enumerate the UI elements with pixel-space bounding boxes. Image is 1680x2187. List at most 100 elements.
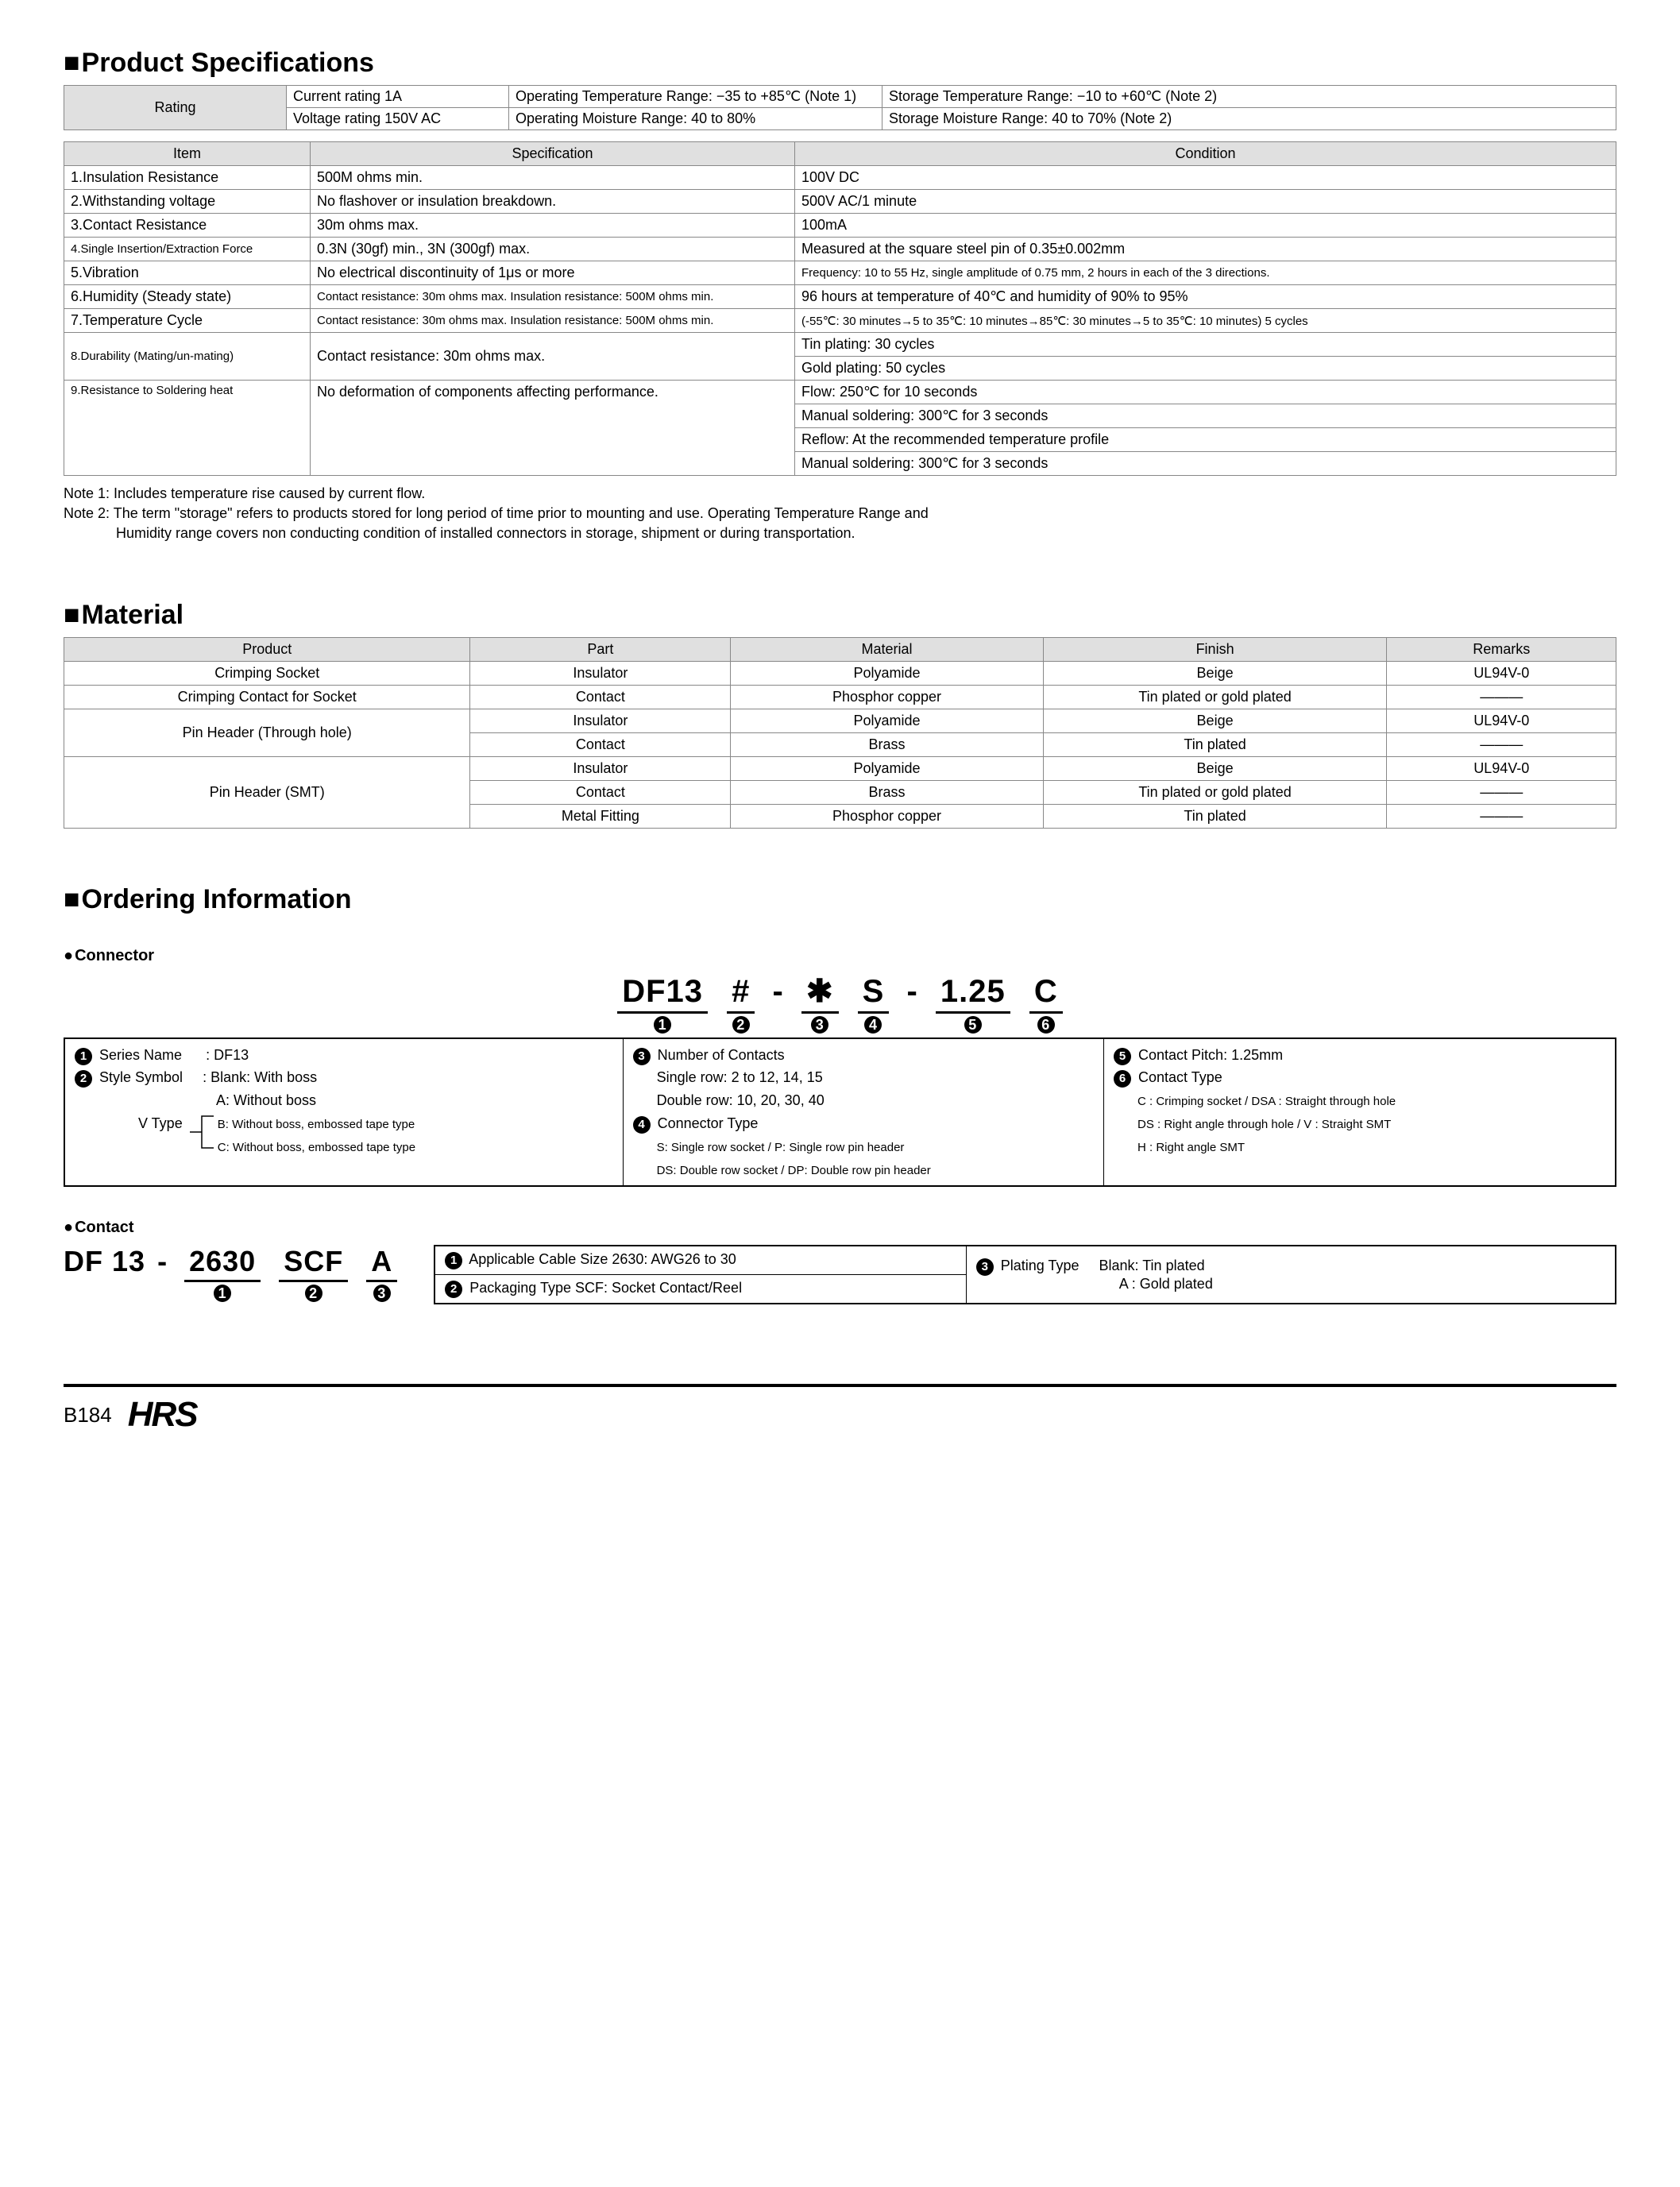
partno-seg: 1.25 bbox=[940, 974, 1006, 1009]
rating-st-moist: Storage Moisture Range: 40 to 70% (Note … bbox=[882, 108, 1616, 130]
contact-partno: DF 13 - 26301 SCF2 A3 bbox=[64, 1245, 402, 1282]
mat-hdr-part: Part bbox=[470, 637, 731, 661]
mat-product: Crimping Socket bbox=[64, 661, 470, 685]
material-table: Product Part Material Finish Remarks Cri… bbox=[64, 637, 1616, 829]
spec-row-item: 5.Vibration bbox=[64, 261, 311, 285]
spec-row-cond: 96 hours at temperature of 40℃ and humid… bbox=[795, 285, 1616, 309]
rating-table: Rating Current rating 1A Operating Tempe… bbox=[64, 85, 1616, 130]
legend-text: Plating Type bbox=[1001, 1258, 1079, 1273]
spec-row-cond: Reflow: At the recommended temperature p… bbox=[795, 428, 1616, 452]
spec-row-cond: Manual soldering: 300℃ for 3 seconds bbox=[795, 404, 1616, 428]
legend-num-icon: 3 bbox=[633, 1048, 651, 1065]
legend-text: Contact Type bbox=[1138, 1069, 1222, 1085]
section-spec-title: Product Specifications bbox=[64, 48, 1616, 79]
legend-text: : DF13 bbox=[206, 1047, 249, 1063]
partno-seg: # bbox=[732, 974, 750, 1009]
connector-legend: 1 Series Name : DF13 2 Style Symbol : Bl… bbox=[64, 1037, 1616, 1188]
spec-row-spec: Contact resistance: 30m ohms max. Insula… bbox=[311, 309, 795, 333]
legend-text: V Type bbox=[75, 1115, 183, 1131]
rating-op-moist: Operating Moisture Range: 40 to 80% bbox=[509, 108, 882, 130]
note-1: Note 1: Includes temperature rise caused… bbox=[64, 484, 1616, 504]
legend-text: A : Gold plated bbox=[976, 1276, 1213, 1292]
mat-remarks: ――― bbox=[1387, 685, 1616, 709]
mat-part: Metal Fitting bbox=[470, 804, 731, 828]
mat-mat: Polyamide bbox=[731, 756, 1043, 780]
partno-seg: S bbox=[863, 974, 885, 1009]
spec-hdr-spec: Specification bbox=[311, 142, 795, 166]
mat-part: Contact bbox=[470, 780, 731, 804]
spec-row-item: 1.Insulation Resistance bbox=[64, 166, 311, 190]
mat-remarks: ――― bbox=[1387, 732, 1616, 756]
mat-mat: Brass bbox=[731, 780, 1043, 804]
mat-hdr-remarks: Remarks bbox=[1387, 637, 1616, 661]
spec-row-cond: Tin plating: 30 cycles bbox=[795, 333, 1616, 357]
legend-num-icon: 2 bbox=[75, 1070, 92, 1088]
mat-finish: Beige bbox=[1043, 661, 1387, 685]
section-material-title: Material bbox=[64, 600, 1616, 631]
legend-text: Double row: 10, 20, 30, 40 bbox=[633, 1089, 825, 1112]
spec-hdr-cond: Condition bbox=[795, 142, 1616, 166]
legend-num-icon: 3 bbox=[976, 1258, 994, 1276]
rating-st-temp: Storage Temperature Range: −10 to +60℃ (… bbox=[882, 86, 1616, 108]
rating-op-temp: Operating Temperature Range: −35 to +85℃… bbox=[509, 86, 882, 108]
spec-row-spec: 30m ohms max. bbox=[311, 214, 795, 238]
spec-row-spec: No deformation of components affecting p… bbox=[311, 381, 795, 476]
mat-finish: Tin plated or gold plated bbox=[1043, 685, 1387, 709]
legend-num-icon: 2 bbox=[445, 1281, 462, 1298]
mat-product: Pin Header (SMT) bbox=[64, 756, 470, 828]
mat-remarks: ――― bbox=[1387, 804, 1616, 828]
legend-text: Connector Type bbox=[658, 1115, 759, 1131]
spec-row-spec: No flashover or insulation breakdown. bbox=[311, 190, 795, 214]
legend-text: DS: Double row socket / DP: Double row p… bbox=[633, 1161, 931, 1180]
legend-text: S: Single row socket / P: Single row pin… bbox=[633, 1138, 905, 1157]
spec-table: Item Specification Condition 1.Insulatio… bbox=[64, 141, 1616, 476]
legend-text: Packaging Type SCF: Socket Contact/Reel bbox=[469, 1280, 742, 1296]
mat-hdr-product: Product bbox=[64, 637, 470, 661]
rating-current: Current rating 1A bbox=[287, 86, 509, 108]
rating-voltage: Voltage rating 150V AC bbox=[287, 108, 509, 130]
spec-row-spec: Contact resistance: 30m ohms max. Insula… bbox=[311, 285, 795, 309]
connector-partno: DF131 #2 - ✱3 S4 - 1.255 C6 bbox=[64, 973, 1616, 1014]
spec-row-item: 3.Contact Resistance bbox=[64, 214, 311, 238]
ordering-connector-label: Connector bbox=[64, 947, 1616, 965]
spec-row-spec: 500M ohms min. bbox=[311, 166, 795, 190]
spec-row-cond: 500V AC/1 minute bbox=[795, 190, 1616, 214]
spec-row-cond: Frequency: 10 to 55 Hz, single amplitude… bbox=[795, 261, 1616, 285]
mat-part: Insulator bbox=[470, 756, 731, 780]
note-2a: Note 2: The term "storage" refers to pro… bbox=[64, 504, 1616, 524]
partno-seg: A bbox=[371, 1245, 392, 1277]
page-number: B184 bbox=[64, 1403, 112, 1428]
brand-logo: HRS bbox=[128, 1395, 197, 1435]
ordering-contact-label: Contact bbox=[64, 1219, 1616, 1237]
mat-part: Insulator bbox=[470, 709, 731, 732]
legend-text: Contact Pitch: 1.25mm bbox=[1138, 1047, 1283, 1063]
section-ordering-title: Ordering Information bbox=[64, 884, 1616, 915]
spec-row-cond: Flow: 250℃ for 10 seconds bbox=[795, 381, 1616, 404]
mat-hdr-finish: Finish bbox=[1043, 637, 1387, 661]
spec-notes: Note 1: Includes temperature rise caused… bbox=[64, 484, 1616, 544]
spec-row-cond: 100mA bbox=[795, 214, 1616, 238]
spec-row-cond: Manual soldering: 300℃ for 3 seconds bbox=[795, 452, 1616, 476]
partno-seg: ✱ bbox=[806, 974, 834, 1009]
mat-finish: Tin plated or gold plated bbox=[1043, 780, 1387, 804]
mat-mat: Brass bbox=[731, 732, 1043, 756]
legend-num-icon: 4 bbox=[633, 1116, 651, 1134]
spec-row-cond: 100V DC bbox=[795, 166, 1616, 190]
mat-mat: Polyamide bbox=[731, 661, 1043, 685]
mat-remarks: UL94V-0 bbox=[1387, 709, 1616, 732]
spec-row-cond: Gold plating: 50 cycles bbox=[795, 357, 1616, 381]
bracket-icon bbox=[190, 1112, 214, 1152]
spec-row-item: 2.Withstanding voltage bbox=[64, 190, 311, 214]
contact-legend: 1 Applicable Cable Size 2630: AWG26 to 3… bbox=[434, 1245, 1616, 1304]
mat-mat: Phosphor copper bbox=[731, 804, 1043, 828]
legend-text: Series Name bbox=[99, 1047, 182, 1063]
spec-row-spec: 0.3N (30gf) min., 3N (300gf) max. bbox=[311, 238, 795, 261]
legend-text: Applicable Cable Size 2630: AWG26 to 30 bbox=[469, 1251, 736, 1267]
spec-row-item: 9.Resistance to Soldering heat bbox=[64, 381, 311, 476]
partno-seg: DF 13 bbox=[64, 1245, 145, 1277]
spec-row-item: 7.Temperature Cycle bbox=[64, 309, 311, 333]
legend-num-icon: 5 bbox=[1114, 1048, 1131, 1065]
mat-remarks: ――― bbox=[1387, 780, 1616, 804]
legend-text: Style Symbol bbox=[99, 1069, 183, 1085]
mat-finish: Tin plated bbox=[1043, 804, 1387, 828]
